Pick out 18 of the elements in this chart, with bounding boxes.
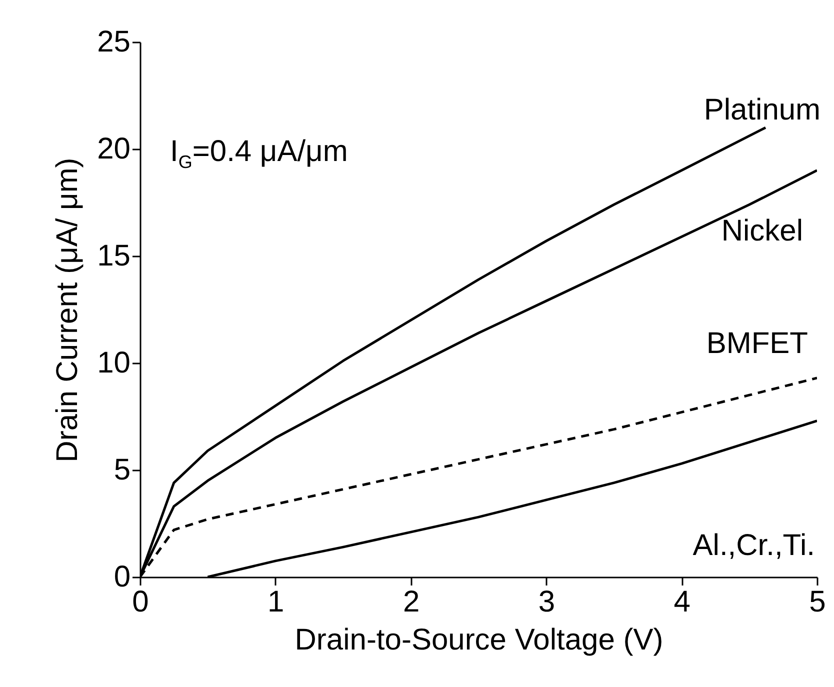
- y-tick-label: 15: [97, 240, 130, 272]
- y-tick-label: 10: [97, 346, 130, 380]
- y-tick-label: 20: [97, 132, 130, 166]
- annotation: I$_{G}$=0.4 μA/μm: [170, 135, 348, 173]
- series-label: Platinum: [704, 94, 821, 127]
- x-tick-label: 5: [809, 586, 826, 618]
- x-tick-label: 3: [538, 586, 556, 618]
- x-tick-label: 2: [402, 586, 420, 618]
- y-tick-label: 25: [97, 26, 130, 58]
- x-tick-label: 4: [674, 586, 690, 618]
- x-axis-title: Drain-to-Source Voltage (V): [294, 624, 664, 656]
- x-tick-label: 1: [268, 586, 284, 618]
- y-axis-title: Drain Current (μA/ μm): [51, 158, 84, 462]
- series-label: Nickel: [721, 214, 803, 248]
- text: Al.,Cr.,Ti.: [692, 528, 815, 562]
- y-tick-label: 5: [114, 454, 130, 486]
- y-tick-label: 0: [114, 560, 130, 594]
- series-label: BMFET: [706, 326, 808, 360]
